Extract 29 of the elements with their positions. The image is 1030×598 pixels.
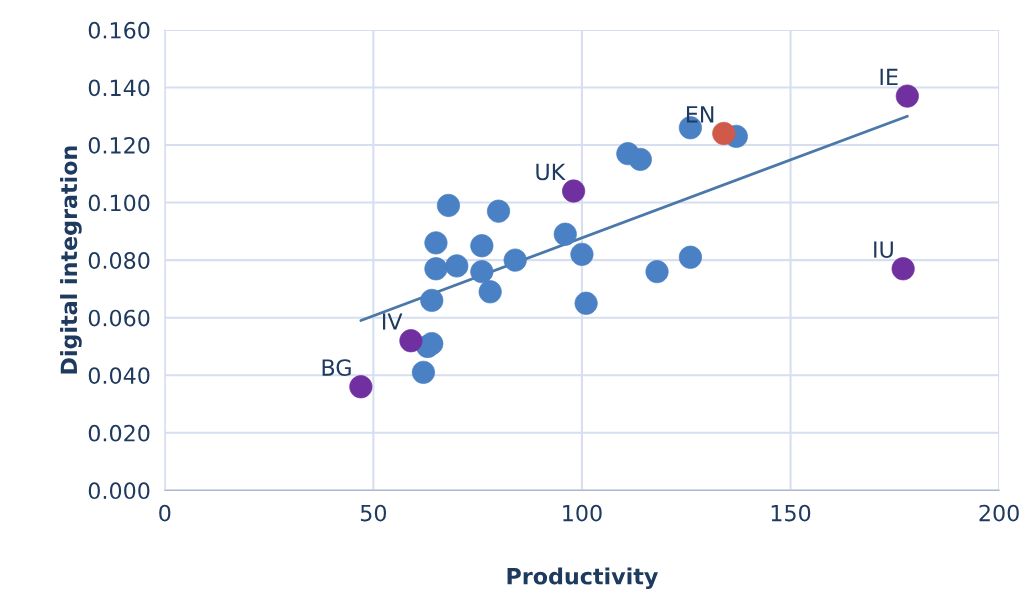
annotation: EN — [686, 106, 714, 123]
y-tick-label: 0.060 — [88, 309, 150, 327]
annotation: UK — [536, 163, 566, 181]
annotation: IE — [880, 68, 898, 85]
y-axis-title: Digital integration — [60, 146, 82, 374]
point — [574, 291, 598, 315]
point — [645, 260, 669, 284]
annotation: BG — [322, 359, 351, 376]
x-tick-label: 150 — [771, 504, 811, 522]
y-tick-label: 0.160 — [88, 21, 150, 39]
x-axis-title: Productivity — [507, 567, 658, 590]
y-tick-label: 0.100 — [88, 194, 150, 212]
y-tick-label: 0.140 — [88, 79, 150, 97]
y-tick-label: 0.040 — [88, 367, 150, 384]
x-tick-label: 100 — [563, 504, 602, 522]
y-tick-label: 0.080 — [88, 252, 150, 269]
point — [436, 193, 461, 217]
annotation: IV — [383, 313, 403, 330]
x-tick-label: 0 — [159, 504, 171, 522]
annotation: IU — [874, 241, 893, 258]
y-tick-label: 0.000 — [88, 482, 150, 500]
x-tick-label: 50 — [360, 504, 387, 522]
x-tick-label: 200 — [979, 504, 1019, 522]
point — [470, 260, 494, 284]
point — [891, 257, 915, 281]
y-tick-label: 0.120 — [88, 136, 150, 154]
point — [895, 84, 919, 108]
point — [562, 179, 586, 203]
y-tick-label: 0.020 — [88, 424, 150, 442]
